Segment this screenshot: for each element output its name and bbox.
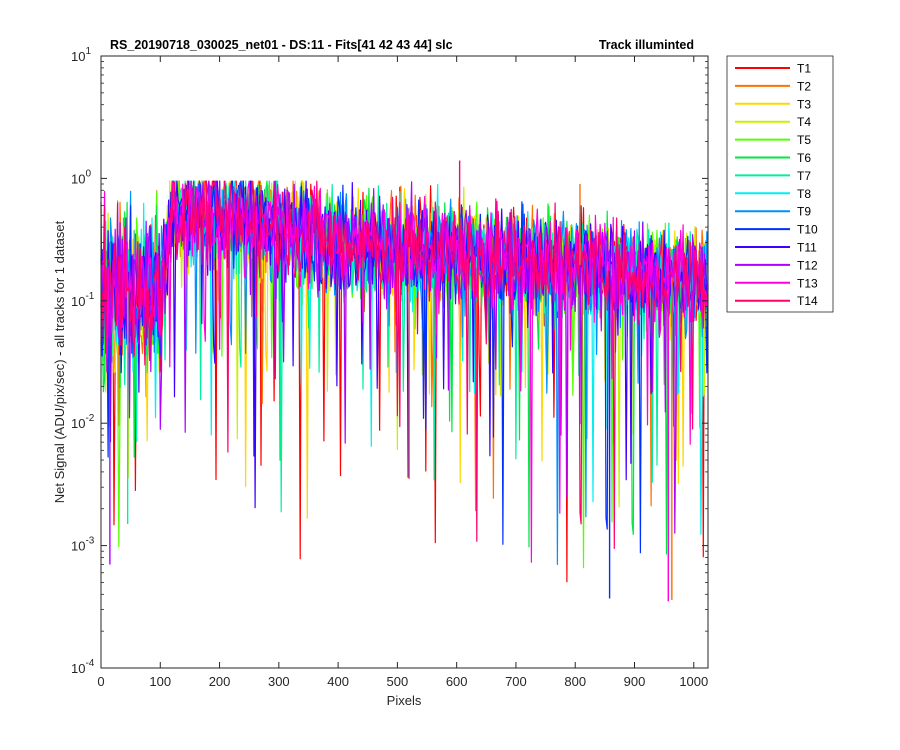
x-tick-label: 300 xyxy=(268,674,290,689)
x-tick-label: 1000 xyxy=(679,674,708,689)
y-tick-label: 101 xyxy=(71,46,91,64)
legend-label-t10: T10 xyxy=(797,223,818,237)
x-tick-label: 700 xyxy=(505,674,527,689)
y-tick-label: 10-2 xyxy=(71,413,95,431)
legend: T1 T2 T3 T4 T5 T6 T7 T8 T9 T10 T11 T12 T13 T14 xyxy=(735,62,818,308)
y-axis-label: Net Signal (ADU/pix/sec) - all tracks fo… xyxy=(52,220,67,503)
legend-label-t9: T9 xyxy=(797,205,811,219)
legend-label-t4: T4 xyxy=(797,115,811,129)
plot-area xyxy=(101,56,708,668)
legend-label-t13: T13 xyxy=(797,276,818,290)
x-axis-label: Pixels xyxy=(387,693,422,708)
legend-label-t8: T8 xyxy=(797,187,811,201)
legend-box xyxy=(726,55,834,313)
legend-label-t11: T11 xyxy=(797,241,817,255)
legend-label-t6: T6 xyxy=(797,151,811,165)
axes-box xyxy=(100,55,709,669)
x-tick-label: 100 xyxy=(149,674,171,689)
x-tick-label: 600 xyxy=(446,674,468,689)
legend-label-t5: T5 xyxy=(797,133,811,147)
legend-label-t7: T7 xyxy=(797,169,811,183)
x-tick-label: 900 xyxy=(624,674,646,689)
ticks-layer: 0 100 200 300 400 500 600 700 800 900 1000 10-4 10-3… xyxy=(71,46,708,689)
y-tick-label: 10-1 xyxy=(71,291,95,309)
y-tick-label: 10-3 xyxy=(71,536,95,554)
y-tick-label: 10-4 xyxy=(71,658,95,676)
series-line-t14 xyxy=(100,180,709,549)
y-tick-label: 100 xyxy=(71,168,91,186)
chart-title: RS_20190718_030025_net01 - DS:11 - Fits[… xyxy=(110,38,453,52)
legend-label-t14: T14 xyxy=(797,294,818,308)
x-tick-label: 0 xyxy=(97,674,104,689)
series-layer xyxy=(100,160,709,602)
legend-label-t3: T3 xyxy=(797,97,811,111)
legend-label-t1: T1 xyxy=(797,62,811,76)
x-tick-label: 400 xyxy=(327,674,349,689)
series-line-t12 xyxy=(100,180,709,534)
legend-label-t12: T12 xyxy=(797,258,818,272)
legend-label-t2: T2 xyxy=(797,79,811,93)
x-tick-label: 500 xyxy=(387,674,409,689)
x-tick-label: 800 xyxy=(564,674,586,689)
x-tick-label: 200 xyxy=(209,674,231,689)
chart-subtitle: Track illuminted xyxy=(599,38,694,52)
